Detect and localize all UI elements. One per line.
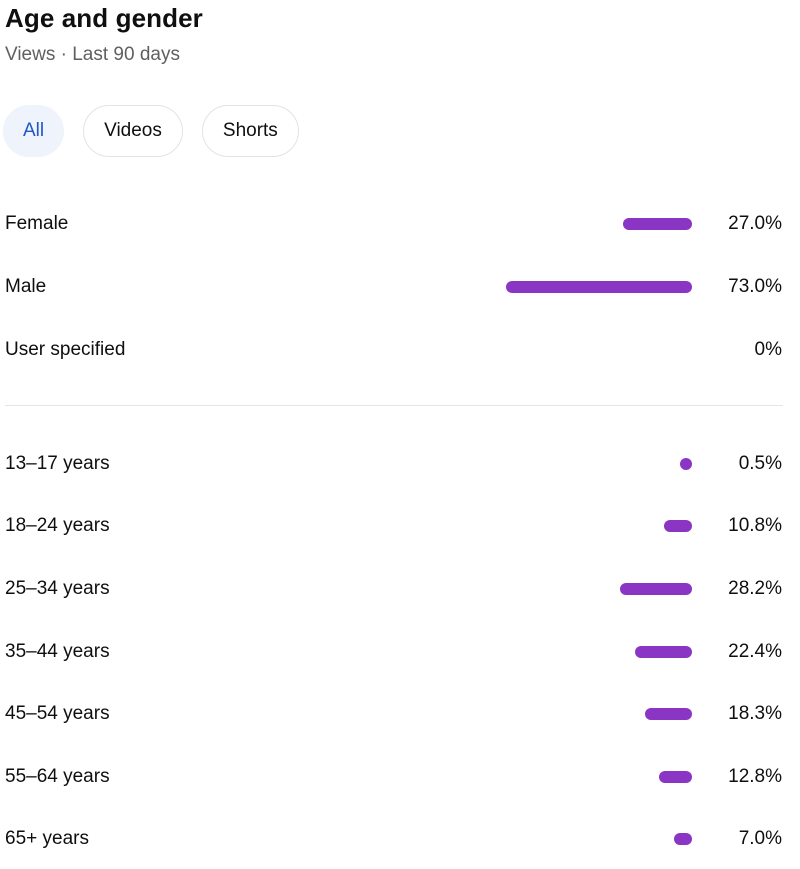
percentage-value: 0% [754, 339, 782, 360]
percentage-value: 10.8% [728, 515, 782, 536]
age-row: 65+ years 7.0% [0, 824, 800, 854]
gender-row-male: Male 73.0% [0, 272, 800, 302]
age-label: 35–44 years [5, 641, 110, 662]
age-row: 13–17 years 0.5% [0, 449, 800, 479]
gender-label: Female [5, 213, 69, 234]
percentage-bar [645, 708, 692, 720]
age-row: 25–34 years 28.2% [0, 574, 800, 604]
age-label: 18–24 years [5, 515, 110, 536]
age-label: 45–54 years [5, 703, 110, 724]
age-label: 13–17 years [5, 453, 110, 474]
percentage-bar [674, 833, 692, 845]
filter-chips: All Videos Shorts [3, 105, 299, 157]
gender-label: User specified [5, 339, 126, 360]
percentage-value: 18.3% [728, 703, 782, 724]
age-label: 25–34 years [5, 578, 110, 599]
age-label: 65+ years [5, 828, 89, 849]
age-row: 45–54 years 18.3% [0, 699, 800, 729]
percentage-value: 22.4% [728, 641, 782, 662]
gender-row-female: Female 27.0% [0, 209, 800, 239]
age-row: 35–44 years 22.4% [0, 637, 800, 667]
chip-all[interactable]: All [3, 105, 65, 157]
percentage-value: 0.5% [738, 453, 782, 474]
age-row: 18–24 years 10.8% [0, 511, 800, 541]
percentage-bar [623, 218, 692, 230]
percentage-value: 28.2% [728, 578, 782, 599]
percentage-value: 12.8% [728, 766, 782, 787]
percentage-value: 7.0% [738, 828, 782, 849]
percentage-bar [664, 520, 692, 532]
percentage-bar [505, 281, 692, 293]
page-title: Age and gender [5, 3, 203, 33]
gender-row-user-specified: User specified 0% [0, 335, 800, 365]
chip-shorts[interactable]: Shorts [201, 105, 299, 157]
percentage-bar [659, 771, 692, 783]
section-divider [5, 405, 783, 406]
age-row: 55–64 years 12.8% [0, 762, 800, 792]
percentage-bar [620, 583, 692, 595]
gender-label: Male [5, 276, 47, 297]
percentage-value: 27.0% [728, 213, 782, 234]
percentage-bar [634, 646, 692, 658]
chip-videos[interactable]: Videos [83, 105, 183, 157]
percentage-bar [680, 458, 692, 470]
age-label: 55–64 years [5, 766, 110, 787]
page-subtitle: Views · Last 90 days [5, 44, 180, 65]
percentage-value: 73.0% [728, 276, 782, 297]
